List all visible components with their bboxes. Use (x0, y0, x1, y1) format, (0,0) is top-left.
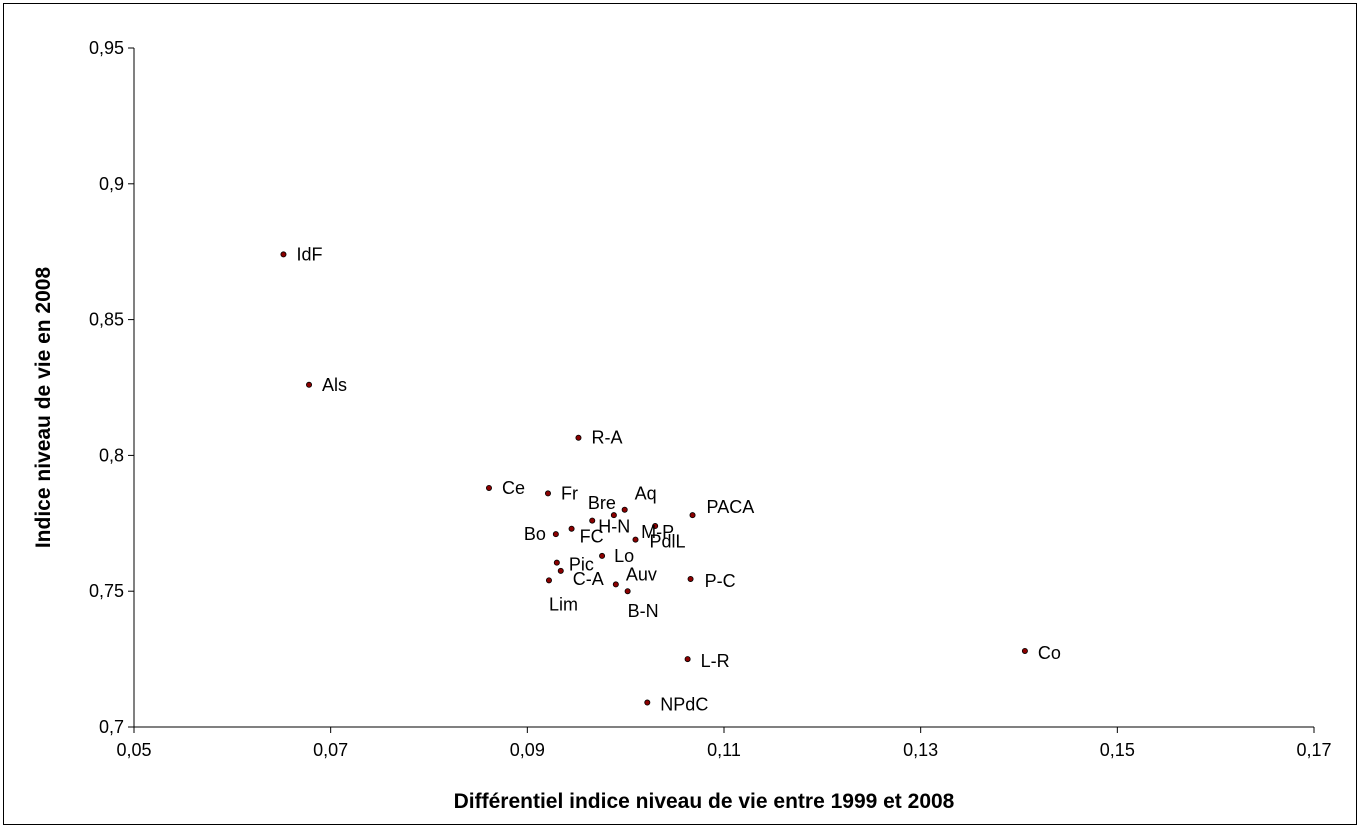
y-axis-title: Indice niveau de vie en 2008 (32, 267, 55, 549)
ticks: 0,7 0,75 0,8 0,85 0,9 0,95 0,05 0,07 0,09 0,11 0,1… (89, 38, 1332, 760)
data-label: Aq (635, 484, 657, 504)
data-point (568, 525, 575, 532)
data-point (624, 588, 631, 595)
data-label: Pic (569, 555, 594, 575)
x-tick-label: 0,09 (510, 740, 545, 760)
data-point (485, 484, 492, 491)
data-label: M-P (641, 522, 674, 542)
data-label: Bo (524, 524, 546, 544)
y-tick-label: 0,85 (89, 310, 124, 330)
x-tick-label: 0,17 (1296, 740, 1331, 760)
data-label: Bre (588, 493, 616, 513)
chart-frame (3, 3, 1357, 825)
y-tick-label: 0,8 (99, 445, 124, 465)
data-label: L-R (701, 651, 730, 671)
data-point (632, 536, 639, 543)
data-label: R-A (591, 428, 622, 448)
x-tick-label: 0,07 (313, 740, 348, 760)
data-label: B-N (628, 601, 659, 621)
data-labels: IdF Als R-A Ce Fr Aq Bre PACA H-N M-P FC Bo PdlL Lo Pi… (296, 244, 1060, 714)
x-tick-label: 0,15 (1100, 740, 1135, 760)
data-label: Fr (561, 483, 578, 503)
data-label: Ce (502, 478, 525, 498)
data-point (557, 567, 564, 574)
data-label: Co (1038, 643, 1061, 663)
y-tick-label: 0,7 (99, 717, 124, 737)
data-label: IdF (296, 244, 322, 264)
data-point (684, 656, 691, 663)
data-point (552, 531, 559, 538)
y-tick-label: 0,95 (89, 38, 124, 58)
data-point (553, 559, 560, 566)
data-point (575, 434, 582, 441)
data-point (306, 381, 313, 388)
data-label: Lo (614, 546, 634, 566)
data-label: NPdC (660, 695, 708, 715)
data-point (544, 490, 551, 497)
data-point (652, 523, 659, 530)
x-tick-label: 0,11 (707, 740, 741, 760)
x-tick-label: 0,05 (116, 740, 151, 760)
data-point (589, 517, 596, 524)
data-point (1021, 647, 1028, 654)
data-point (689, 512, 696, 519)
data-label: FC (580, 527, 604, 547)
data-points (280, 251, 1028, 706)
axes (133, 48, 1314, 728)
data-label: Lim (549, 594, 578, 614)
data-point (610, 512, 617, 519)
data-label: PdlL (650, 532, 686, 552)
y-tick-label: 0,75 (89, 581, 124, 601)
data-label: Als (322, 375, 347, 395)
data-label: C-A (573, 569, 604, 589)
data-point (687, 575, 694, 582)
x-axis-title: Différentiel indice niveau de vie entre … (454, 790, 955, 813)
data-label: H-N (598, 517, 630, 537)
data-point (621, 506, 628, 513)
data-label: Auv (626, 564, 657, 584)
data-point (599, 552, 606, 559)
y-tick-label: 0,9 (99, 174, 124, 194)
data-point (280, 251, 287, 258)
x-tick-label: 0,13 (903, 740, 938, 760)
data-label: PACA (707, 497, 755, 517)
data-point (612, 581, 619, 588)
data-point (644, 699, 651, 706)
data-point (545, 577, 552, 584)
data-label: P-C (705, 571, 736, 591)
